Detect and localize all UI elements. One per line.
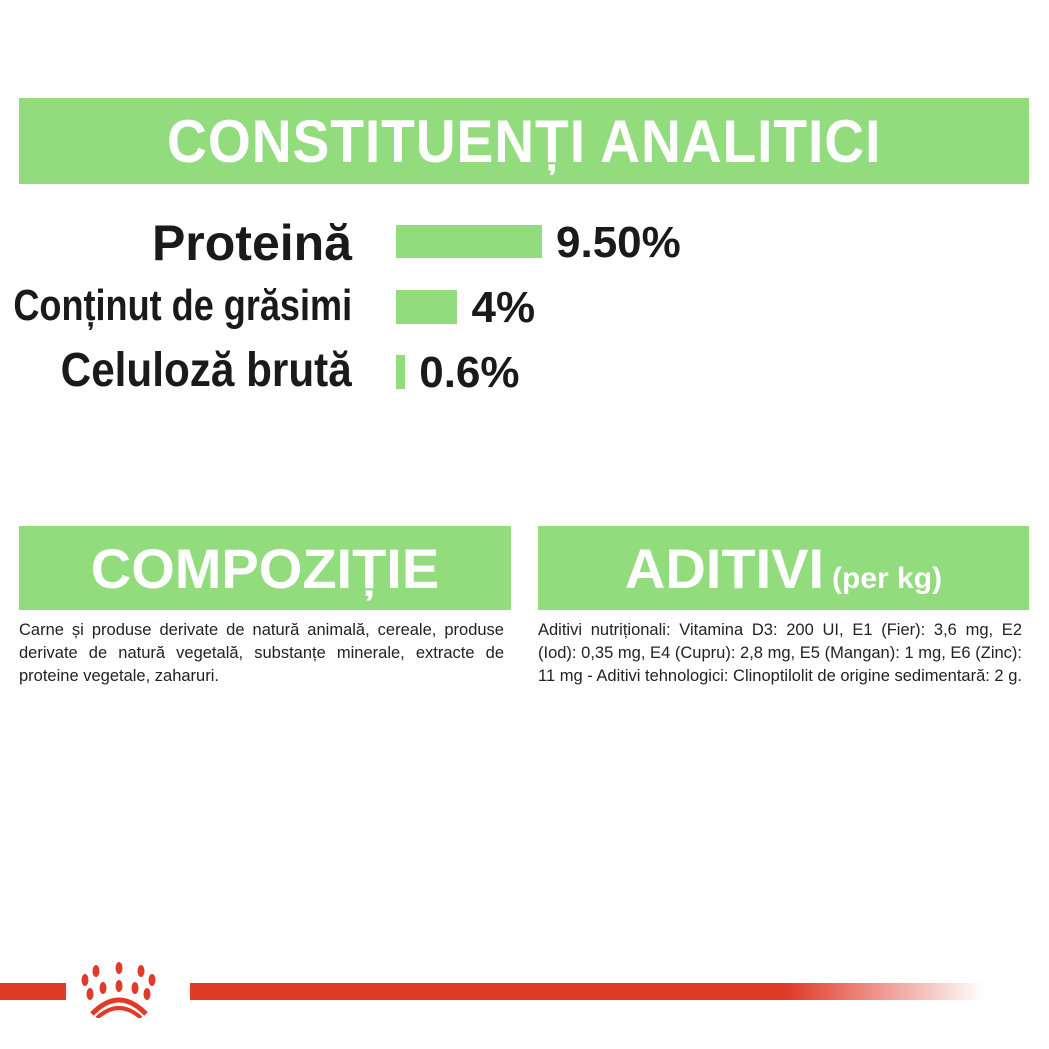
- analytic-constituents-header: CONSTITUENȚI ANALITICI: [19, 98, 1029, 184]
- protein-value: 9.50%: [556, 218, 681, 267]
- composition-text: Carne și produse derivate de natură anim…: [19, 621, 504, 685]
- header-text: CONSTITUENȚI ANALITICI: [166, 107, 882, 175]
- composition-title: COMPOZIȚIE: [90, 536, 440, 600]
- fat-bar: [396, 290, 458, 324]
- protein-label: Proteină: [151, 215, 352, 271]
- brand-stripe: [0, 983, 985, 1000]
- royal-canin-crown-icon: [81, 962, 156, 1018]
- fibre-bar: [396, 355, 406, 389]
- protein-bar: [396, 225, 542, 258]
- additives-title: ADITIVI: [624, 536, 825, 600]
- additives-title-suffix: (per kg): [832, 562, 943, 595]
- fat-label: Conținut de grăsimi: [13, 281, 352, 330]
- composition-header: COMPOZIȚIE: [19, 526, 511, 610]
- fibre-value: 0.6%: [419, 348, 520, 397]
- fibre-label: Celuloză brută: [60, 344, 352, 397]
- fat-value: 4%: [471, 283, 536, 332]
- additives-header: ADITIVI (per kg): [538, 526, 1029, 610]
- additives-text: Aditivi nutriționali: Vitamina D3: 200 U…: [538, 621, 1022, 685]
